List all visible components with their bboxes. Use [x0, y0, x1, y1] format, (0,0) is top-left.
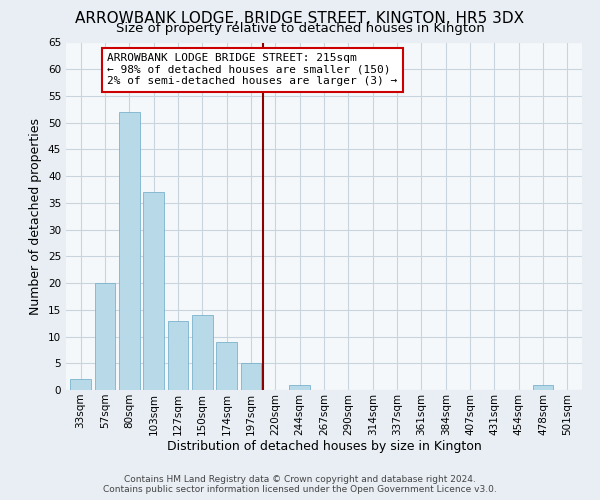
Bar — [95, 283, 115, 390]
Y-axis label: Number of detached properties: Number of detached properties — [29, 118, 43, 315]
Bar — [119, 112, 140, 390]
Text: ARROWBANK LODGE BRIDGE STREET: 215sqm
← 98% of detached houses are smaller (150): ARROWBANK LODGE BRIDGE STREET: 215sqm ← … — [107, 53, 398, 86]
Text: ARROWBANK LODGE, BRIDGE STREET, KINGTON, HR5 3DX: ARROWBANK LODGE, BRIDGE STREET, KINGTON,… — [76, 11, 524, 26]
Bar — [143, 192, 164, 390]
Bar — [192, 315, 212, 390]
Text: Contains HM Land Registry data © Crown copyright and database right 2024.
Contai: Contains HM Land Registry data © Crown c… — [103, 474, 497, 494]
Bar — [70, 380, 91, 390]
X-axis label: Distribution of detached houses by size in Kington: Distribution of detached houses by size … — [167, 440, 481, 454]
Bar — [167, 320, 188, 390]
Bar — [216, 342, 237, 390]
Bar — [533, 384, 553, 390]
Bar — [289, 384, 310, 390]
Bar — [241, 364, 262, 390]
Text: Size of property relative to detached houses in Kington: Size of property relative to detached ho… — [116, 22, 484, 35]
